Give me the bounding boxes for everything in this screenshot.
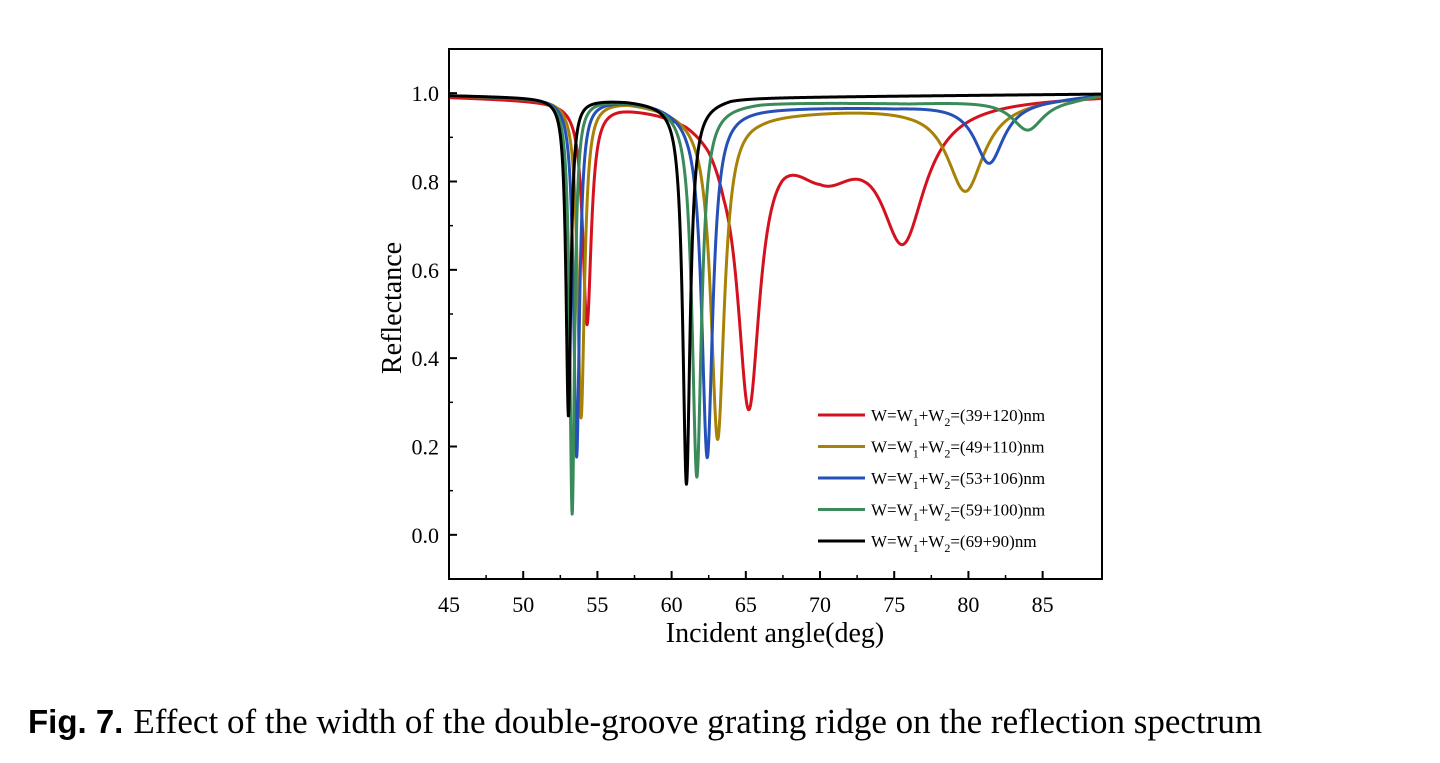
series-line-5 bbox=[449, 92, 1102, 486]
x-axis-title: Incident angle(deg) bbox=[666, 618, 884, 649]
y-tick-label: 0.2 bbox=[412, 435, 440, 460]
x-tick-label: 45 bbox=[438, 592, 460, 617]
x-tick-label: 60 bbox=[661, 592, 683, 617]
y-tick-label: 0.8 bbox=[412, 170, 440, 195]
x-tick-label: 55 bbox=[586, 592, 608, 617]
legend-label-5: W=W1+W2=(69+90)nm bbox=[871, 532, 1037, 555]
x-tick-label: 80 bbox=[957, 592, 979, 617]
ticks-layer: 45 50 55 60 65 70 75 80 85 0.0 0.2 0.4 0.6 0.8 1.0 bbox=[412, 81, 1054, 617]
y-tick-label: 0.0 bbox=[412, 523, 440, 548]
y-axis-title: Reflectance bbox=[377, 242, 408, 374]
series-line-4 bbox=[449, 94, 1102, 516]
figure-caption: Fig. 7. Effect of the width of the double… bbox=[28, 700, 1428, 744]
x-tick-label: 85 bbox=[1032, 592, 1054, 617]
series-line-3 bbox=[449, 94, 1102, 460]
y-tick-label: 0.4 bbox=[412, 346, 440, 371]
legend: W=W1+W2=(39+120)nm W=W1+W2=(49+110)nm W=W1… bbox=[818, 406, 1045, 555]
legend-label-4: W=W1+W2=(59+100)nm bbox=[871, 501, 1045, 524]
x-tick-label: 70 bbox=[809, 592, 831, 617]
x-tick-label: 75 bbox=[883, 592, 905, 617]
caption-label: Fig. 7. bbox=[28, 703, 124, 740]
y-tick-label: 1.0 bbox=[412, 81, 440, 106]
legend-label-1: W=W1+W2=(39+120)nm bbox=[871, 406, 1045, 429]
legend-label-3: W=W1+W2=(53+106)nm bbox=[871, 469, 1045, 492]
series-layer bbox=[449, 92, 1102, 516]
reflectance-line-chart: 45 50 55 60 65 70 75 80 85 0.0 0.2 0.4 0.6 0.8 1.0 Inc… bbox=[377, 48, 1103, 649]
legend-label-2: W=W1+W2=(49+110)nm bbox=[871, 438, 1044, 461]
x-tick-label: 65 bbox=[735, 592, 757, 617]
caption-text: Effect of the width of the double-groove… bbox=[133, 702, 1263, 741]
series-line-1 bbox=[449, 96, 1102, 412]
x-tick-label: 50 bbox=[512, 592, 534, 617]
y-tick-label: 0.6 bbox=[412, 258, 440, 283]
series-line-2 bbox=[449, 94, 1102, 441]
plot-frame bbox=[448, 48, 1103, 580]
